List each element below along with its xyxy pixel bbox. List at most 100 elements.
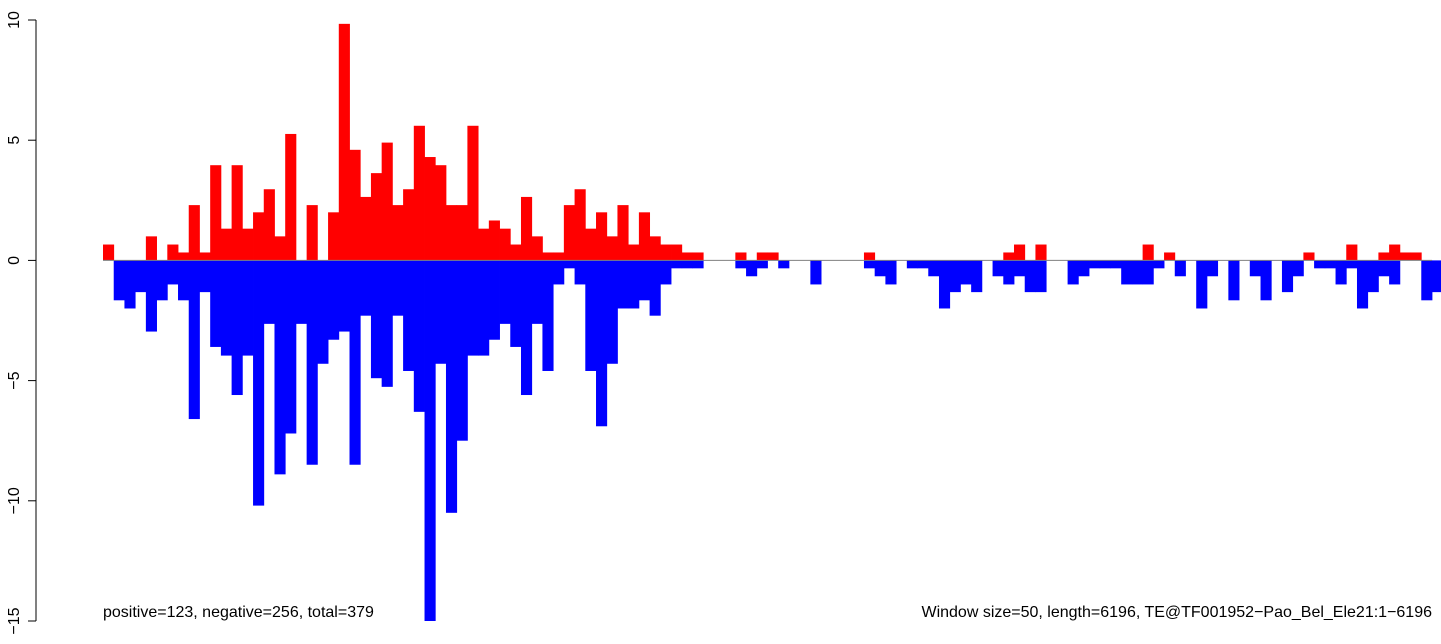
negative-bar-62	[756, 260, 768, 269]
negative-bar-29	[403, 260, 415, 371]
negative-bar-47	[596, 260, 608, 427]
negative-bar-98	[1142, 260, 1154, 285]
positive-bar-7	[167, 244, 179, 261]
negative-bar-45	[574, 260, 586, 285]
negative-bar-97	[1131, 260, 1144, 285]
negative-bar-12	[220, 260, 233, 356]
negative-bar-32	[435, 260, 447, 364]
negative-bar-36	[478, 260, 490, 356]
negative-bar-82	[971, 260, 983, 293]
negative-bar-109	[1260, 260, 1272, 301]
positive-bar-32	[435, 165, 447, 261]
negative-bar-28	[392, 260, 404, 316]
positive-bar-30	[413, 125, 425, 261]
negative-bar-117	[1346, 260, 1358, 269]
positive-bar-86	[1014, 244, 1026, 261]
positive-bar-123	[1410, 252, 1422, 261]
positive-bar-23	[338, 23, 350, 261]
negative-bar-27	[381, 260, 393, 387]
positive-bar-56	[692, 252, 704, 261]
negative-bar-5	[145, 260, 157, 332]
negative-bar-120	[1378, 260, 1390, 277]
negative-bar-51	[638, 260, 651, 301]
negative-bar-17	[274, 260, 286, 475]
negative-bar-106	[1228, 260, 1240, 301]
negative-bar-50	[628, 260, 640, 309]
positive-bar-9	[188, 205, 200, 261]
negative-bar-4	[135, 260, 147, 293]
negative-bar-67	[810, 260, 822, 285]
positive-bar-16	[263, 189, 275, 261]
negative-bar-79	[938, 260, 951, 309]
negative-bar-41	[531, 260, 543, 324]
positive-bar-63	[767, 252, 779, 261]
negative-bar-64	[778, 260, 790, 269]
negative-bar-3	[124, 260, 136, 309]
negative-bar-23	[338, 260, 350, 332]
positive-bar-13	[231, 165, 243, 261]
negative-bar-39	[510, 260, 522, 347]
positive-bar-51	[638, 212, 651, 261]
negative-bar-53	[660, 260, 672, 285]
positive-bar-39	[510, 244, 522, 261]
negative-bar-124	[1421, 260, 1433, 301]
negative-bar-16	[263, 260, 275, 324]
negative-bar-111	[1281, 260, 1294, 293]
positive-bar-121	[1389, 244, 1401, 261]
bars-group	[103, 23, 1441, 621]
positive-bar-120	[1378, 252, 1390, 261]
positive-bar-11	[210, 165, 222, 261]
negative-bar-114	[1314, 260, 1326, 269]
positive-bar-44	[563, 205, 575, 261]
negative-bar-121	[1389, 260, 1401, 285]
negative-bar-46	[585, 260, 597, 371]
negative-bar-42	[542, 260, 554, 371]
negative-bar-9	[188, 260, 200, 420]
negative-bar-104	[1206, 260, 1219, 277]
negative-bar-34	[456, 260, 468, 441]
positive-bar-20	[306, 205, 318, 261]
y-axis-ticks: −15 −10 −5 0 5 10	[6, 11, 36, 635]
negative-bar-7	[167, 260, 179, 285]
negative-bar-87	[1024, 260, 1036, 293]
negative-bar-26	[370, 260, 383, 379]
negative-bar-72	[863, 260, 876, 269]
negative-bar-93	[1089, 260, 1101, 269]
negative-bar-60	[735, 260, 747, 269]
positive-bar-22	[328, 212, 340, 261]
annotation-window-info: Window size=50, length=6196, TE@TF001952…	[921, 604, 1432, 621]
positive-bar-45	[574, 189, 586, 261]
negative-bar-76	[906, 260, 918, 269]
negative-bar-81	[960, 260, 972, 285]
positive-bar-72	[863, 252, 876, 261]
positive-bar-50	[628, 244, 640, 261]
negative-bar-11	[210, 260, 222, 347]
positive-bar-14	[242, 228, 254, 261]
negative-bar-116	[1335, 260, 1347, 285]
negative-bar-99	[1153, 260, 1165, 269]
negative-bar-56	[692, 260, 704, 269]
negative-bar-22	[328, 260, 340, 340]
positive-bar-24	[349, 149, 361, 261]
positive-bar-98	[1142, 244, 1154, 261]
positive-bar-60	[735, 252, 747, 261]
positive-bar-15	[253, 212, 265, 261]
positive-bar-1	[103, 244, 115, 261]
negative-bar-84	[992, 260, 1004, 277]
negative-bar-80	[949, 260, 961, 293]
positive-bar-18	[285, 133, 297, 261]
negative-bar-112	[1292, 260, 1304, 277]
positive-bar-29	[403, 189, 415, 261]
positive-bar-42	[542, 252, 554, 261]
positive-bar-37	[488, 220, 500, 261]
y-tick-label: −10	[6, 487, 23, 514]
positive-bar-48	[606, 236, 618, 261]
negative-bar-54	[671, 260, 683, 269]
positive-bar-17	[274, 236, 286, 261]
negative-bar-52	[649, 260, 661, 316]
negative-bar-25	[360, 260, 372, 316]
negative-bar-95	[1110, 260, 1122, 269]
positive-bar-46	[585, 228, 597, 261]
negative-bar-24	[349, 260, 361, 465]
negative-bar-77	[917, 260, 929, 269]
